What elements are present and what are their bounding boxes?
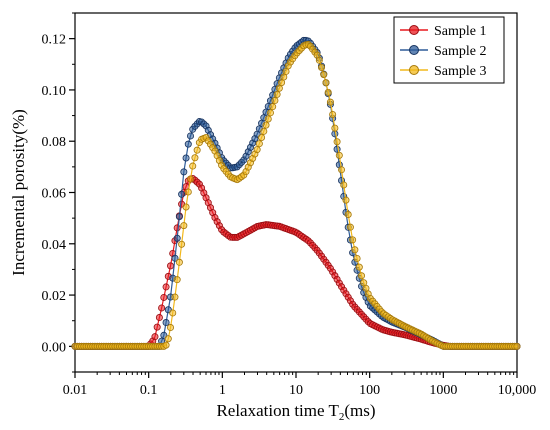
legend-label: Sample 1 bbox=[434, 24, 487, 39]
x-axis-title-subscript: 2 bbox=[339, 411, 345, 423]
x-axis: 0.01 0.1 1 10 100 1000 10,000 bbox=[63, 372, 537, 398]
data-point bbox=[171, 293, 179, 301]
data-point bbox=[167, 262, 175, 270]
data-point bbox=[253, 146, 261, 154]
x-tick-label: 100 bbox=[359, 383, 380, 398]
legend-label: Sample 2 bbox=[434, 44, 487, 59]
series-line bbox=[75, 177, 517, 347]
data-point bbox=[171, 254, 179, 262]
series-line bbox=[75, 43, 517, 347]
y-axis: 0.00 0.02 0.04 0.06 0.08 0.10 0.12 bbox=[42, 12, 75, 373]
legend-marker bbox=[409, 65, 419, 75]
series-2 bbox=[71, 36, 521, 350]
data-point bbox=[186, 132, 194, 140]
data-point bbox=[180, 168, 188, 176]
data-point bbox=[175, 258, 183, 266]
y-tick-label: 0.06 bbox=[42, 187, 67, 202]
data-point bbox=[269, 103, 277, 111]
data-point bbox=[513, 342, 521, 350]
data-point bbox=[262, 121, 270, 129]
data-point bbox=[255, 140, 263, 148]
data-point bbox=[173, 234, 181, 242]
data-point bbox=[331, 124, 339, 132]
legend: Sample 1 Sample 2 Sample 3 bbox=[393, 16, 505, 84]
x-axis-title-unit: (ms) bbox=[344, 401, 375, 420]
x-tick-label: 1000 bbox=[429, 383, 457, 398]
data-point bbox=[158, 304, 166, 312]
x-tick-label: 0.1 bbox=[140, 383, 158, 398]
data-point bbox=[160, 293, 168, 301]
data-point bbox=[169, 309, 177, 317]
x-tick-label: 10,000 bbox=[498, 383, 537, 398]
y-tick-label: 0.12 bbox=[42, 33, 67, 48]
data-point bbox=[333, 138, 341, 146]
series-line bbox=[75, 39, 517, 347]
data-point bbox=[338, 166, 346, 174]
data-point bbox=[184, 140, 192, 148]
data-point bbox=[155, 314, 163, 322]
x-tick-label: 1 bbox=[219, 383, 226, 398]
data-point bbox=[175, 213, 183, 221]
data-point bbox=[349, 236, 357, 244]
data-point bbox=[186, 175, 194, 183]
x-axis-title: Relaxation time T2(ms) bbox=[216, 401, 375, 423]
data-point bbox=[273, 90, 281, 98]
data-point bbox=[335, 151, 343, 159]
data-point bbox=[342, 196, 350, 204]
data-point bbox=[266, 109, 274, 117]
data-point bbox=[180, 222, 188, 230]
data-point bbox=[315, 56, 323, 64]
data-point bbox=[173, 224, 181, 232]
x-tick-label: 0.01 bbox=[63, 383, 88, 398]
data-point bbox=[329, 111, 337, 119]
data-point bbox=[193, 146, 201, 154]
data-point bbox=[162, 319, 170, 327]
legend-marker bbox=[409, 45, 419, 55]
x-tick-label: 10 bbox=[289, 383, 303, 398]
data-point bbox=[264, 115, 272, 123]
legend-label: Sample 3 bbox=[434, 64, 487, 79]
data-point bbox=[191, 154, 199, 162]
data-point bbox=[189, 162, 197, 170]
data-point bbox=[340, 181, 348, 189]
series-layer bbox=[71, 36, 521, 350]
data-point bbox=[167, 324, 175, 332]
legend-marker bbox=[409, 25, 419, 35]
data-point bbox=[184, 188, 192, 196]
y-tick-label: 0.04 bbox=[42, 238, 67, 253]
data-point bbox=[271, 97, 279, 105]
data-point bbox=[164, 335, 172, 343]
y-tick-label: 0.10 bbox=[42, 84, 67, 99]
data-point bbox=[320, 71, 328, 79]
data-point bbox=[318, 63, 326, 71]
series-3 bbox=[71, 40, 521, 350]
data-point bbox=[173, 276, 181, 284]
series-1 bbox=[71, 174, 521, 350]
data-point bbox=[358, 272, 366, 280]
data-point bbox=[182, 154, 190, 162]
data-point bbox=[258, 134, 266, 142]
y-axis-title: Incremental porosity(%) bbox=[9, 109, 28, 276]
data-point bbox=[344, 210, 352, 218]
data-point bbox=[260, 127, 268, 135]
data-point bbox=[355, 263, 363, 271]
data-point bbox=[178, 240, 186, 248]
data-point bbox=[346, 223, 354, 231]
y-tick-label: 0.00 bbox=[42, 340, 67, 355]
data-point bbox=[151, 333, 159, 341]
data-point bbox=[351, 246, 359, 254]
data-point bbox=[178, 190, 186, 198]
data-point bbox=[162, 283, 170, 291]
data-point bbox=[153, 323, 161, 331]
y-tick-label: 0.02 bbox=[42, 289, 67, 304]
data-point bbox=[353, 254, 361, 262]
y-tick-label: 0.08 bbox=[42, 135, 67, 150]
data-point bbox=[326, 98, 334, 106]
data-point bbox=[324, 88, 332, 96]
data-point bbox=[182, 203, 190, 211]
data-point bbox=[162, 341, 170, 349]
x-axis-title-main: Relaxation time T bbox=[216, 401, 339, 420]
data-point bbox=[322, 79, 330, 87]
